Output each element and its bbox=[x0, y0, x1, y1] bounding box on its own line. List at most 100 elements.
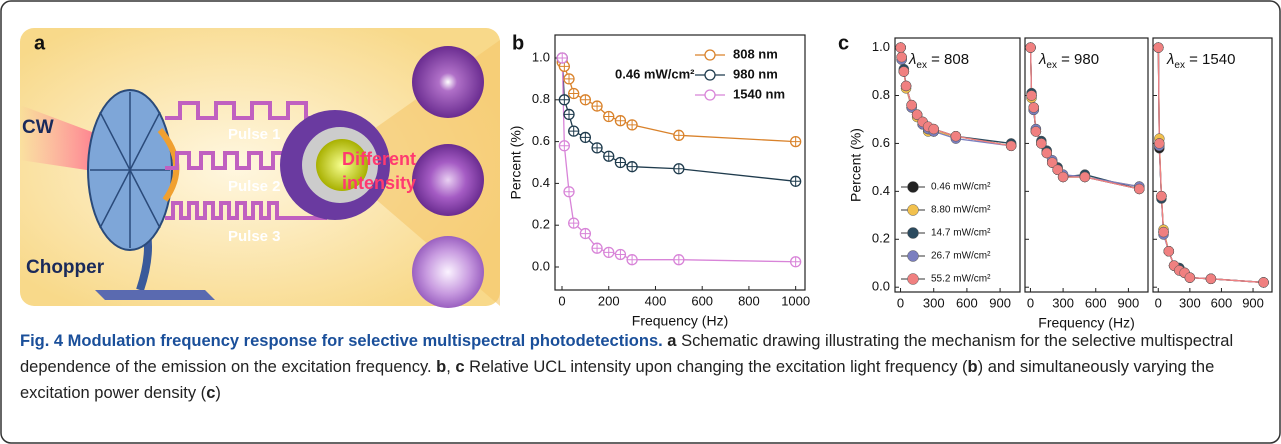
marker bbox=[1153, 42, 1164, 53]
marker-cross bbox=[564, 73, 575, 84]
y-tick-label: 0.0 bbox=[872, 279, 890, 294]
series-line bbox=[1157, 47, 1264, 284]
marker bbox=[579, 94, 592, 106]
marker-cross bbox=[592, 243, 603, 254]
y-axis-label: Percent (%) bbox=[508, 126, 524, 200]
x-tick-label: 0 bbox=[897, 295, 904, 310]
x-tick-label: 900 bbox=[1118, 295, 1140, 310]
marker bbox=[579, 227, 592, 240]
panel-label: c bbox=[838, 32, 849, 54]
marker bbox=[896, 51, 907, 63]
x-tick-label: 0 bbox=[1155, 295, 1162, 310]
marker-cross bbox=[557, 52, 568, 63]
legend-marker bbox=[704, 69, 716, 81]
annotation: λex = 808 bbox=[908, 51, 969, 71]
plot-frame bbox=[1024, 37, 1149, 293]
marker-cross bbox=[790, 176, 801, 187]
marker-cross bbox=[603, 151, 614, 162]
marker bbox=[626, 161, 638, 173]
legend-label: 1540 nm bbox=[733, 86, 785, 101]
marker bbox=[790, 256, 802, 268]
legend-marker bbox=[907, 204, 919, 216]
marker bbox=[1026, 90, 1037, 101]
caption-text: ) and simultaneously varying the excitat… bbox=[20, 358, 1215, 402]
y-tick-label: 0.6 bbox=[872, 135, 890, 150]
marker-cross bbox=[673, 130, 684, 141]
annotation-part: ex bbox=[1046, 60, 1057, 71]
marker-cross bbox=[568, 218, 579, 229]
y-tick-label: 1.0 bbox=[872, 39, 890, 54]
x-tick-label: 300 bbox=[1179, 295, 1201, 310]
y-tick-label: 0.0 bbox=[532, 258, 550, 273]
marker-cross bbox=[790, 256, 801, 267]
x-tick-label: 800 bbox=[738, 293, 760, 308]
marker-cross bbox=[592, 142, 603, 153]
marker bbox=[1134, 183, 1145, 195]
marker bbox=[603, 150, 615, 162]
device-label: Chopper bbox=[26, 257, 105, 278]
marker bbox=[1028, 102, 1039, 113]
emission-sphere bbox=[412, 144, 484, 216]
x-tick-label: 400 bbox=[645, 293, 667, 308]
panel-label: b bbox=[512, 32, 524, 54]
marker bbox=[790, 175, 802, 187]
marker bbox=[568, 125, 580, 137]
marker bbox=[1005, 140, 1017, 152]
marker bbox=[614, 156, 627, 169]
marker bbox=[591, 142, 603, 154]
y-tick-label: 0.2 bbox=[532, 217, 550, 232]
x-axis-label: Frequency (Hz) bbox=[632, 313, 728, 329]
marker bbox=[614, 248, 627, 261]
marker-cross bbox=[673, 254, 684, 265]
marker bbox=[603, 110, 615, 123]
caption-text: ) bbox=[215, 384, 221, 402]
marker bbox=[1154, 138, 1165, 149]
series-line bbox=[1157, 47, 1264, 284]
legend-label: 808 nm bbox=[733, 46, 778, 61]
y-axis-label: Percent (%) bbox=[848, 128, 864, 202]
annotation-part: = 808 bbox=[927, 51, 969, 68]
legend-marker bbox=[704, 49, 716, 61]
nanoparticle-core bbox=[316, 139, 368, 191]
annotation-part: = 980 bbox=[1057, 51, 1099, 68]
marker bbox=[906, 99, 917, 111]
x-tick-label: 0 bbox=[558, 293, 565, 308]
marker bbox=[603, 246, 615, 259]
marker bbox=[568, 87, 580, 100]
y-tick-label: 0.2 bbox=[872, 231, 890, 246]
marker-cross bbox=[559, 94, 570, 105]
caption-text: b bbox=[436, 358, 447, 376]
caption-text: , bbox=[446, 358, 456, 376]
marker-cross bbox=[615, 249, 626, 260]
marker-cross bbox=[627, 161, 638, 172]
marker bbox=[1036, 138, 1047, 149]
marker bbox=[1258, 277, 1269, 288]
annotation-part: = 1540 bbox=[1185, 51, 1235, 68]
marker-cross bbox=[615, 157, 626, 168]
emission-sphere bbox=[412, 46, 484, 118]
emission-sphere bbox=[412, 236, 484, 308]
caption-text: c bbox=[206, 384, 216, 402]
marker bbox=[1057, 171, 1069, 183]
chopper-blades bbox=[90, 92, 170, 248]
legend-marker bbox=[907, 250, 919, 262]
marker bbox=[1030, 126, 1042, 137]
annotation-part: ex bbox=[916, 60, 927, 71]
caption-text: Fig. 4 Modulation frequency response for… bbox=[20, 332, 663, 350]
marker bbox=[1184, 272, 1196, 283]
marker bbox=[900, 80, 912, 92]
marker bbox=[556, 52, 568, 64]
series-line bbox=[1157, 47, 1264, 284]
source-label: CW bbox=[22, 117, 54, 138]
charts: 0 200 400 600 800 1000 0.0 0.2 0.4 0.6 0.8 1.0 Perce… bbox=[508, 34, 1273, 331]
pulse-label: Pulse 2 bbox=[228, 178, 281, 195]
marker bbox=[1205, 273, 1217, 285]
caption-text: Relative UCL intensity upon changing the… bbox=[464, 358, 968, 376]
marker bbox=[673, 129, 685, 141]
marker-cross bbox=[564, 109, 575, 120]
marker bbox=[950, 130, 962, 142]
marker-cross bbox=[615, 115, 626, 126]
marker bbox=[558, 60, 570, 73]
x-tick-label: 300 bbox=[1052, 295, 1074, 310]
